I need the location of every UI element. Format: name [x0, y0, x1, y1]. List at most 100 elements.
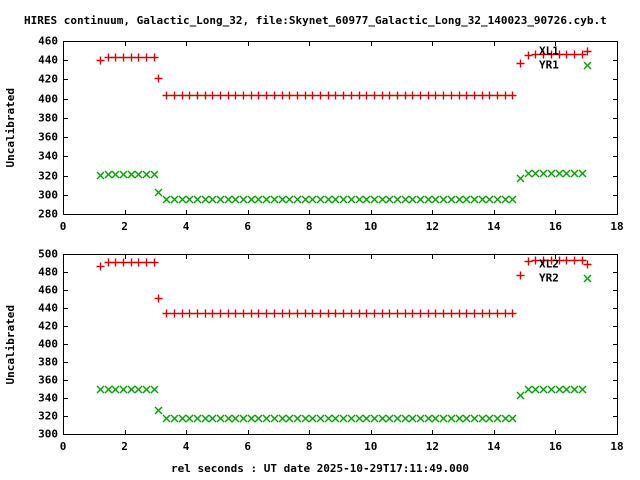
x-tick-top	[309, 210, 310, 215]
y-tick-label-top-3: 340	[38, 149, 58, 163]
y-tick-label-top-5: 380	[38, 111, 58, 125]
y-tick-bottom	[63, 344, 68, 345]
y-tick-label-bottom-7: 440	[38, 301, 58, 315]
y-tick-right-top	[613, 156, 618, 157]
page-title: HIRES continuum, Galactic_Long_32, file:…	[24, 14, 607, 27]
x-tick-top-top	[125, 41, 126, 46]
x-tick-top-bottom	[494, 254, 495, 259]
y-tick-label-top-9: 460	[38, 34, 58, 48]
x-tick-bottom	[248, 430, 249, 435]
y-tick-bottom	[63, 308, 68, 309]
y-tick-bottom	[63, 290, 68, 291]
x-tick-bottom	[63, 430, 64, 435]
x-tick-label-bottom-9: 18	[610, 440, 624, 453]
x-tick-label-bottom-1: 2	[121, 440, 128, 453]
y-tick-label-top-7: 420	[38, 72, 58, 86]
x-tick-label-bottom-5: 10	[364, 440, 378, 453]
x-tick-bottom	[494, 430, 495, 435]
y-tick-right-bottom	[613, 326, 618, 327]
y-tick-right-top	[613, 118, 618, 119]
legend-label-YR1: YR1	[539, 58, 559, 72]
x-tick-label-top-6: 12	[425, 220, 439, 233]
x-tick-top	[371, 210, 372, 215]
x-tick-top	[494, 210, 495, 215]
y-tick-right-bottom	[613, 362, 618, 363]
x-tick-label-top-3: 6	[244, 220, 251, 233]
y-tick-label-top-2: 320	[38, 169, 58, 183]
x-tick-top	[248, 210, 249, 215]
y-axis-label-top: Uncalibrated	[4, 88, 17, 168]
x-tick-top-top	[432, 41, 433, 46]
x-tick-label-top-5: 10	[364, 220, 378, 233]
x-tick-label-bottom-3: 6	[244, 440, 251, 453]
x-tick-top-top	[248, 41, 249, 46]
x-tick-top	[63, 210, 64, 215]
y-axis-label-bottom: Uncalibrated	[4, 304, 17, 384]
x-tick-top-top	[617, 41, 618, 46]
y-tick-label-bottom-6: 420	[38, 319, 58, 333]
y-tick-top	[63, 195, 68, 196]
x-tick-label-top-7: 14	[487, 220, 501, 233]
x-tick-bottom	[432, 430, 433, 435]
x-tick-label-top-0: 0	[59, 220, 67, 233]
y-tick-label-top-0: 280	[38, 207, 58, 221]
y-tick-bottom	[63, 380, 68, 381]
y-tick-top	[63, 118, 68, 119]
x-tick-top-bottom	[248, 254, 249, 259]
x-tick-top-bottom	[617, 254, 618, 259]
y-tick-right-top	[613, 137, 618, 138]
x-tick-top	[432, 210, 433, 215]
y-tick-bottom	[63, 326, 68, 327]
y-tick-right-bottom	[613, 434, 618, 435]
y-tick-top	[63, 60, 68, 61]
x-tick-label-bottom-4: 8	[305, 440, 313, 453]
y-tick-top	[63, 79, 68, 80]
x-tick-top-top	[63, 41, 64, 46]
y-tick-label-top-1: 300	[38, 188, 58, 202]
x-tick-top	[555, 210, 556, 215]
y-tick-bottom	[63, 416, 68, 417]
plot-frame-bottom	[63, 254, 618, 435]
y-tick-bottom	[63, 254, 68, 255]
x-tick-label-top-2: 4	[182, 220, 190, 233]
y-tick-top	[63, 156, 68, 157]
plot-frame-top	[63, 41, 618, 215]
y-tick-right-bottom	[613, 254, 618, 255]
x-tick-top-top	[371, 41, 372, 46]
x-tick-label-bottom-6: 12	[425, 440, 439, 453]
y-tick-right-bottom	[613, 380, 618, 381]
y-tick-top	[63, 41, 68, 42]
x-tick-top	[186, 210, 187, 215]
x-tick-label-top-9: 18	[610, 220, 624, 233]
y-tick-bottom	[63, 272, 68, 273]
y-tick-right-top	[613, 99, 618, 100]
y-tick-label-bottom-5: 400	[38, 337, 58, 351]
x-tick-label-bottom-0: 0	[59, 440, 67, 453]
y-tick-right-bottom	[613, 398, 618, 399]
x-tick-top-bottom	[125, 254, 126, 259]
y-tick-right-bottom	[613, 272, 618, 273]
x-tick-top-top	[555, 41, 556, 46]
legend-label-YR2: YR2	[539, 271, 559, 285]
y-tick-right-top	[613, 195, 618, 196]
x-tick-top	[125, 210, 126, 215]
x-tick-bottom	[555, 430, 556, 435]
x-tick-top-bottom	[555, 254, 556, 259]
x-tick-top-top	[494, 41, 495, 46]
x-tick-label-top-1: 2	[121, 220, 128, 233]
y-tick-right-top	[613, 214, 618, 215]
y-tick-label-bottom-2: 340	[38, 391, 58, 405]
x-tick-bottom	[186, 430, 187, 435]
y-tick-top	[63, 137, 68, 138]
x-tick-label-top-4: 8	[305, 220, 313, 233]
x-tick-bottom	[371, 430, 372, 435]
x-tick-top-top	[186, 41, 187, 46]
x-tick-bottom	[125, 430, 126, 435]
y-tick-bottom	[63, 398, 68, 399]
x-tick-label-bottom-2: 4	[182, 440, 190, 453]
x-tick-top-bottom	[186, 254, 187, 259]
x-tick-top-bottom	[432, 254, 433, 259]
y-tick-label-bottom-4: 380	[38, 355, 58, 369]
y-tick-bottom	[63, 434, 68, 435]
y-tick-right-bottom	[613, 290, 618, 291]
